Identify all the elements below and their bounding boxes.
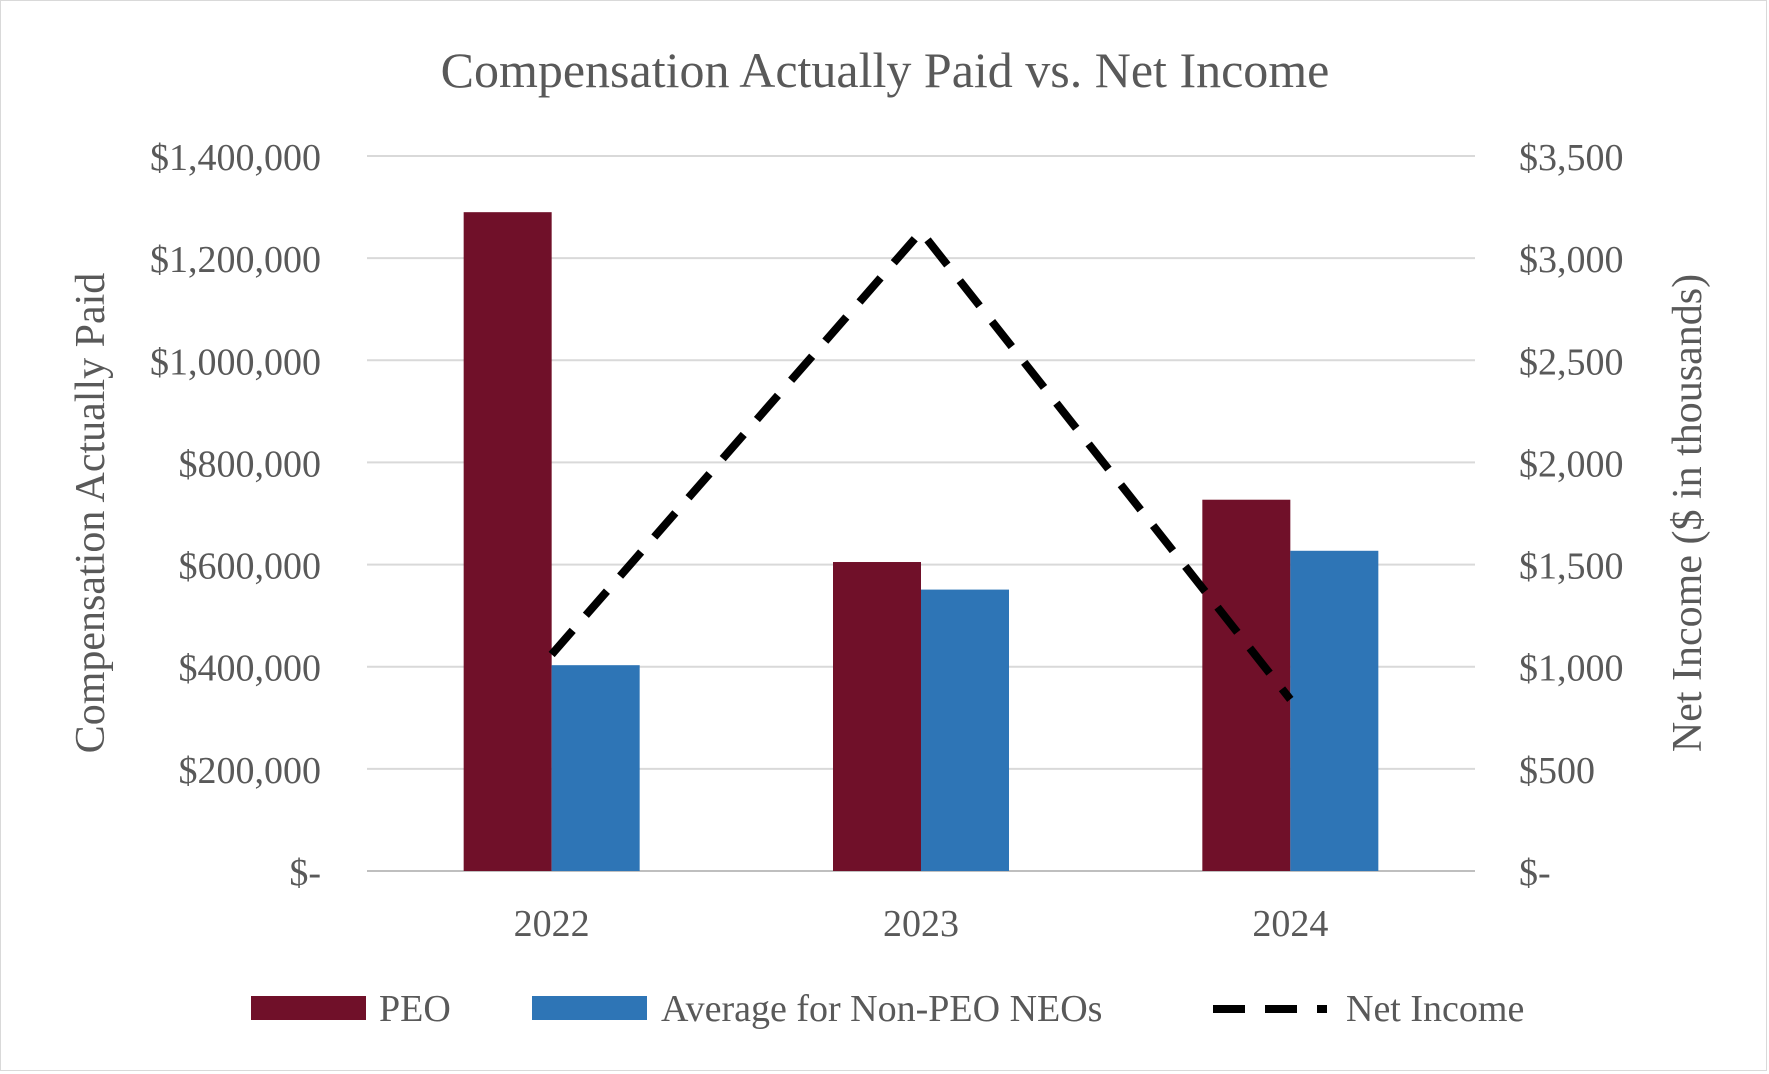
- right-axis-ticks: $- $500 $1,000 $1,500 $2,000 $2,500 $3,000 $3,5…: [1519, 137, 1624, 894]
- right-tick-label: $3,500: [1519, 137, 1624, 179]
- legend: PEO Average for Non-PEO NEOs Net Income: [251, 988, 1524, 1030]
- left-tick-label: $1,200,000: [150, 239, 321, 281]
- right-axis-label: Net Income ($ in thousands): [1665, 274, 1711, 752]
- category-tick-label: 2022: [514, 903, 590, 945]
- bar-non-peo-2024: [1290, 550, 1379, 871]
- legend-label-non-peo: Average for Non-PEO NEOs: [661, 988, 1102, 1030]
- right-tick-label: $2,500: [1519, 341, 1624, 383]
- bar-peo-2022: [463, 212, 552, 871]
- legend-label-net-income: Net Income: [1346, 988, 1524, 1030]
- bar-peo-2023: [833, 562, 921, 871]
- left-tick-label: $400,000: [179, 648, 322, 690]
- right-tick-label: $3,000: [1519, 239, 1624, 281]
- left-tick-label: $200,000: [179, 750, 322, 792]
- bar-non-peo-2022: [551, 665, 640, 871]
- chart-title: Compensation Actually Paid vs. Net Incom…: [441, 42, 1330, 98]
- left-tick-label: $1,400,000: [150, 137, 321, 179]
- category-axis-ticks: 2022 2023 2024: [514, 903, 1329, 945]
- net-income-line: [548, 225, 1294, 702]
- left-tick-label: $800,000: [179, 443, 322, 485]
- left-tick-label: $-: [289, 852, 321, 894]
- left-axis-ticks: $- $200,000 $400,000 $600,000 $800,000 $1,000…: [150, 137, 321, 894]
- right-tick-label: $2,000: [1519, 443, 1624, 485]
- right-tick-label: $1,000: [1519, 648, 1624, 690]
- left-tick-label: $600,000: [179, 546, 322, 588]
- left-axis-label: Compensation Actually Paid: [68, 273, 114, 754]
- bars: [463, 212, 1379, 871]
- bar-peo-2024: [1202, 499, 1291, 871]
- right-tick-label: $-: [1519, 852, 1551, 894]
- right-tick-label: $500: [1519, 750, 1595, 792]
- left-tick-label: $1,000,000: [150, 341, 321, 383]
- legend-swatch-non-peo: [532, 996, 647, 1020]
- legend-label-peo: PEO: [379, 988, 451, 1030]
- category-tick-label: 2023: [883, 903, 959, 945]
- category-tick-label: 2024: [1252, 903, 1328, 945]
- bar-non-peo-2023: [921, 589, 1009, 871]
- right-tick-label: $1,500: [1519, 546, 1624, 588]
- net-income-line-layer: [548, 225, 1294, 702]
- legend-swatch-peo: [251, 996, 366, 1020]
